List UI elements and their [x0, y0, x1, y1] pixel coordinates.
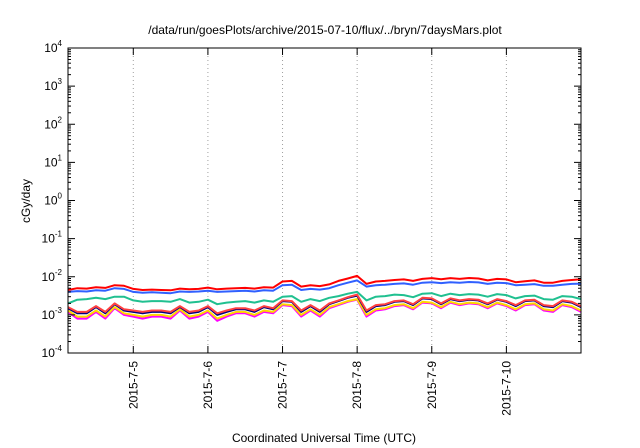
x-tick-label: 2015-7-8: [350, 361, 364, 409]
y-tick-label: 100: [44, 192, 62, 208]
grid: [132, 48, 507, 353]
y-tick-label: 10-4: [42, 344, 63, 360]
chart-title: /data/run/goesPlots/archive/2015-07-10/f…: [148, 23, 502, 37]
x-tick-label: 2015-7-6: [201, 361, 215, 409]
y-tick-label: 103: [44, 77, 62, 93]
y-tick-label: 10-1: [42, 230, 63, 246]
series-line-4: [67, 293, 582, 315]
x-tick-label: 2015-7-5: [126, 361, 140, 409]
x-tick-label: 2015-7-7: [276, 361, 290, 409]
y-tick-label: 10-2: [42, 268, 63, 284]
series-line-2: [67, 298, 582, 320]
series-layer: [67, 274, 582, 322]
y-tick-label: 102: [44, 115, 62, 131]
y-tick-label: 104: [44, 39, 62, 55]
axes: 10-4 10-3 10-2 10-1 100 101 102 103 104 2015-7-5 2…: [42, 39, 581, 416]
x-tick-label: 2015-7-10: [499, 361, 513, 416]
series-line-6: [67, 279, 582, 295]
series-line-5: [67, 290, 582, 306]
y-tick-label: 10-3: [42, 306, 63, 322]
x-tick-label: 2015-7-9: [425, 361, 439, 409]
series-line-7: [67, 274, 582, 292]
y-tick-label: 101: [44, 153, 62, 169]
x-axis-label: Coordinated Universal Time (UTC): [232, 431, 416, 445]
y-axis-label: cGy/day: [19, 179, 33, 223]
